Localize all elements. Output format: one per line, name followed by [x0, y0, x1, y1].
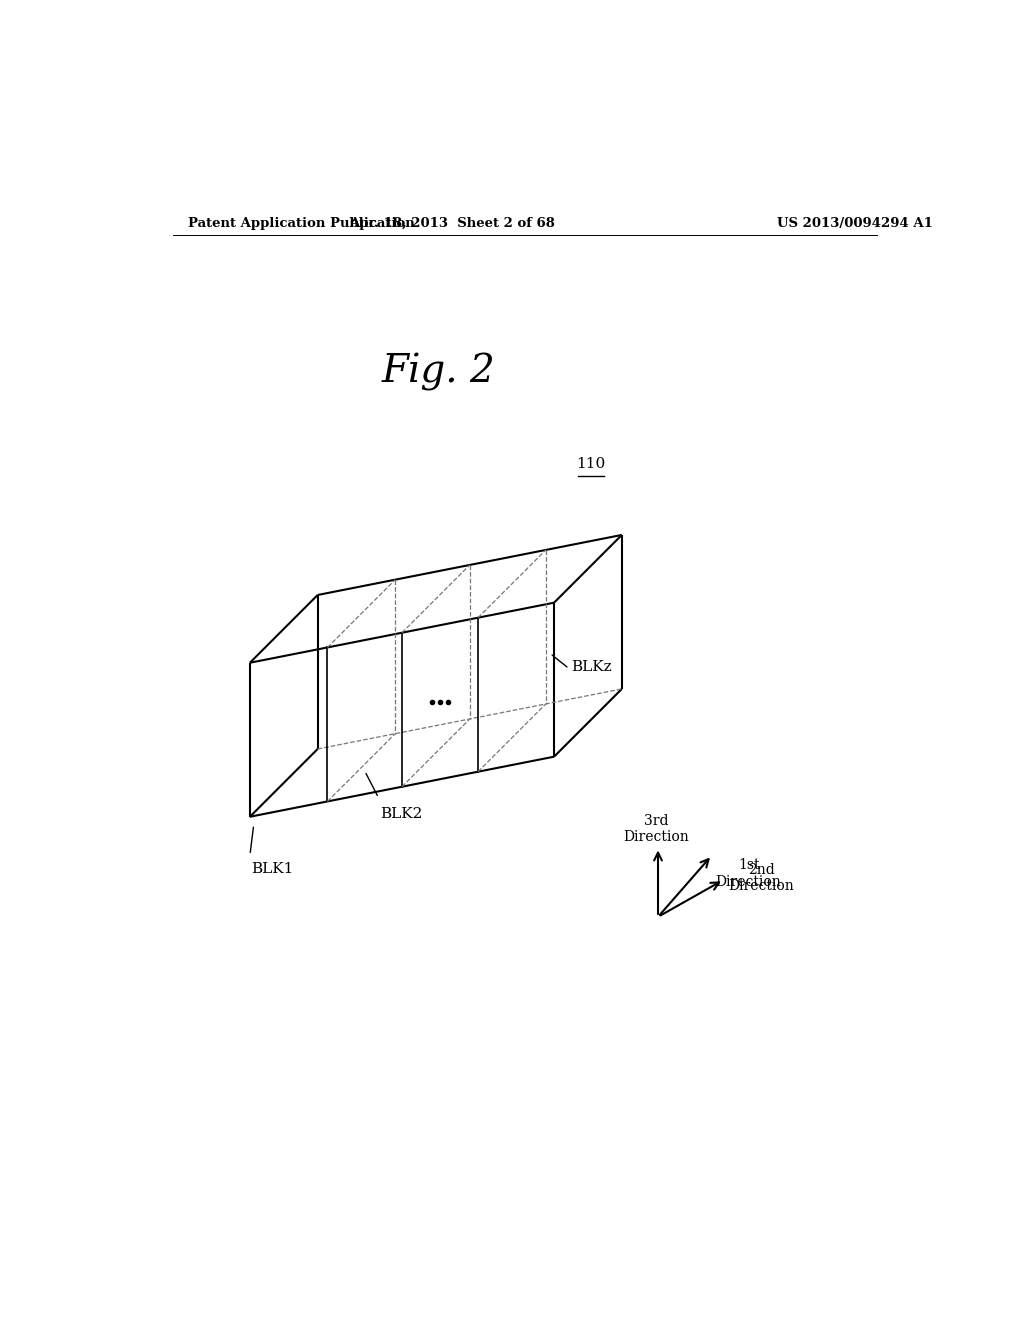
Text: 3rd
Direction: 3rd Direction: [624, 814, 689, 845]
Text: BLK1: BLK1: [252, 862, 294, 876]
Text: Fig. 2: Fig. 2: [382, 354, 496, 392]
Text: BLK2: BLK2: [380, 807, 423, 821]
Text: BLKz: BLKz: [570, 660, 611, 675]
Text: Apr. 18, 2013  Sheet 2 of 68: Apr. 18, 2013 Sheet 2 of 68: [349, 218, 555, 231]
Text: 110: 110: [577, 457, 605, 471]
Text: 2nd
Direction: 2nd Direction: [728, 863, 794, 894]
Text: US 2013/0094294 A1: US 2013/0094294 A1: [777, 218, 933, 231]
Text: Patent Application Publication: Patent Application Publication: [188, 218, 415, 231]
Text: 1st
Direction: 1st Direction: [716, 858, 781, 888]
